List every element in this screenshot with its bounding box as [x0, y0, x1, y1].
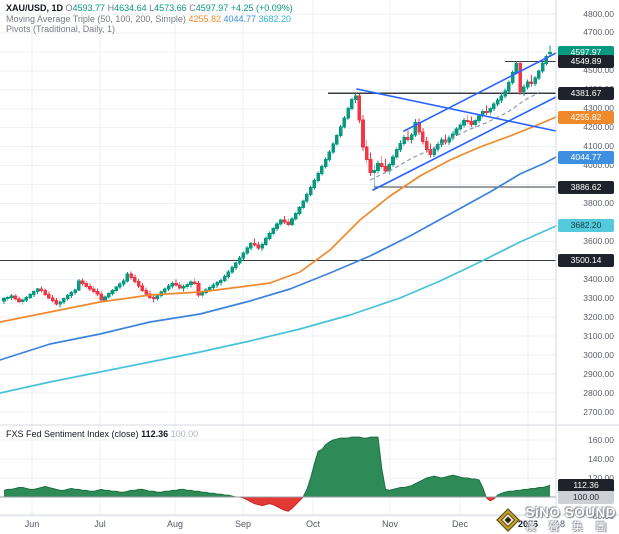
- symbol-ohlc-row[interactable]: XAU/USD, 1D O4593.77 H4634.64 L4573.66 C…: [6, 3, 293, 14]
- legend-segment: 4573.66: [154, 3, 190, 13]
- legend-segment: 4044.77: [223, 13, 259, 24]
- time-axis[interactable]: Jun Jul Aug Sep Oct Nov Dec 2026 18: [0, 515, 619, 534]
- price-tick-label: 3300.00: [583, 292, 614, 303]
- price-tick-label: 3600.00: [583, 235, 614, 246]
- price-badge: 100.00: [558, 490, 614, 504]
- indicator-tick-label: 140.00: [588, 453, 614, 464]
- legend-segment: XAU/USD, 1D: [6, 3, 66, 13]
- legend-segment: 4597.97: [195, 3, 231, 13]
- indicator-tick-label: 120.00: [588, 472, 614, 483]
- price-tick-label: 4200.00: [583, 122, 614, 133]
- legend-segment: 4634.64: [114, 3, 150, 13]
- legend-segment: L: [149, 3, 155, 13]
- price-badge: 4255.82: [558, 110, 614, 124]
- time-label: Dec: [451, 519, 469, 529]
- price-tick-label: 3200.00: [583, 311, 614, 322]
- legend-segment: H: [107, 3, 115, 13]
- price-badge: 112.36: [558, 478, 614, 492]
- sino-sound-logo-icon: [496, 507, 521, 532]
- time-label: 18: [554, 519, 566, 529]
- legend-segment: 4593.77: [72, 3, 108, 13]
- pivots-legend-row[interactable]: Pivots (Traditional, Daily, 1): [6, 24, 293, 35]
- time-label: 2026: [517, 519, 539, 529]
- legend-segment: FXS Fed Sentiment Index (close): [6, 429, 142, 439]
- legend-segment: +4.25 (+0.09%): [230, 3, 293, 13]
- legend-segment: C: [189, 3, 196, 13]
- watermark: SiNO SOUND 漢 聲 集 團: [496, 505, 616, 534]
- time-label: Aug: [166, 519, 184, 529]
- price-badge: 4549.89: [558, 54, 614, 68]
- price-tick-label: 3400.00: [583, 273, 614, 284]
- time-label: Oct: [305, 519, 321, 529]
- indicator-legend: FXS Fed Sentiment Index (close) 112.36 1…: [6, 429, 198, 440]
- time-label: Sep: [234, 519, 252, 529]
- legend-segment: 4255.82: [188, 13, 224, 24]
- legend-segment: 100.00: [170, 429, 199, 439]
- time-label: Jun: [24, 519, 40, 529]
- main-legend: XAU/USD, 1D O4593.77 H4634.64 L4573.66 C…: [6, 3, 293, 35]
- price-badge: 4044.77: [558, 150, 614, 164]
- price-tick-label: 4300.00: [583, 103, 614, 114]
- legend-segment: Moving Average Triple (50, 100, 200, Sim…: [6, 13, 189, 24]
- price-tick-label: 4500.00: [583, 65, 614, 76]
- price-axis[interactable]: 4800.004700.004600.004500.004400.004300.…: [557, 0, 619, 520]
- price-tick-label: 3000.00: [583, 349, 614, 360]
- price-badge: 3886.62: [558, 180, 614, 194]
- time-label: Nov: [381, 519, 399, 529]
- watermark-subtitle: 漢 聲 集 團: [525, 521, 612, 533]
- legend-segment: 112.36: [141, 429, 171, 439]
- legend-segment: O: [65, 3, 73, 13]
- legend-segment: 3682.20: [258, 13, 292, 24]
- price-tick-label: 2900.00: [583, 368, 614, 379]
- watermark-title: SiNO SOUND: [525, 505, 616, 520]
- price-tick-label: 2700.00: [583, 406, 614, 417]
- price-badge: 3682.20: [558, 219, 614, 233]
- indicator-tick-label: 160.00: [588, 434, 614, 445]
- price-tick-label: 4800.00: [583, 8, 614, 19]
- price-badge: 4381.67: [558, 86, 614, 100]
- sentiment-index-row[interactable]: FXS Fed Sentiment Index (close) 112.36 1…: [6, 429, 198, 440]
- price-tick-label: 4100.00: [583, 141, 614, 152]
- price-tick-label: 3800.00: [583, 198, 614, 209]
- watermark-text: SiNO SOUND 漢 聲 集 團: [525, 505, 616, 534]
- price-tick-label: 3100.00: [583, 330, 614, 341]
- moving-average-legend-row[interactable]: Moving Average Triple (50, 100, 200, Sim…: [6, 14, 293, 25]
- price-badge: 3500.14: [558, 253, 614, 267]
- indicator-tick-label: 80.00: [592, 510, 614, 521]
- legend-segment: Pivots (Traditional, Daily, 1): [6, 24, 116, 34]
- price-tick-label: 4700.00: [583, 27, 614, 38]
- time-label: Jul: [94, 519, 106, 529]
- price-tick-label: 4000.00: [583, 160, 614, 171]
- price-tick-label: 2800.00: [583, 387, 614, 398]
